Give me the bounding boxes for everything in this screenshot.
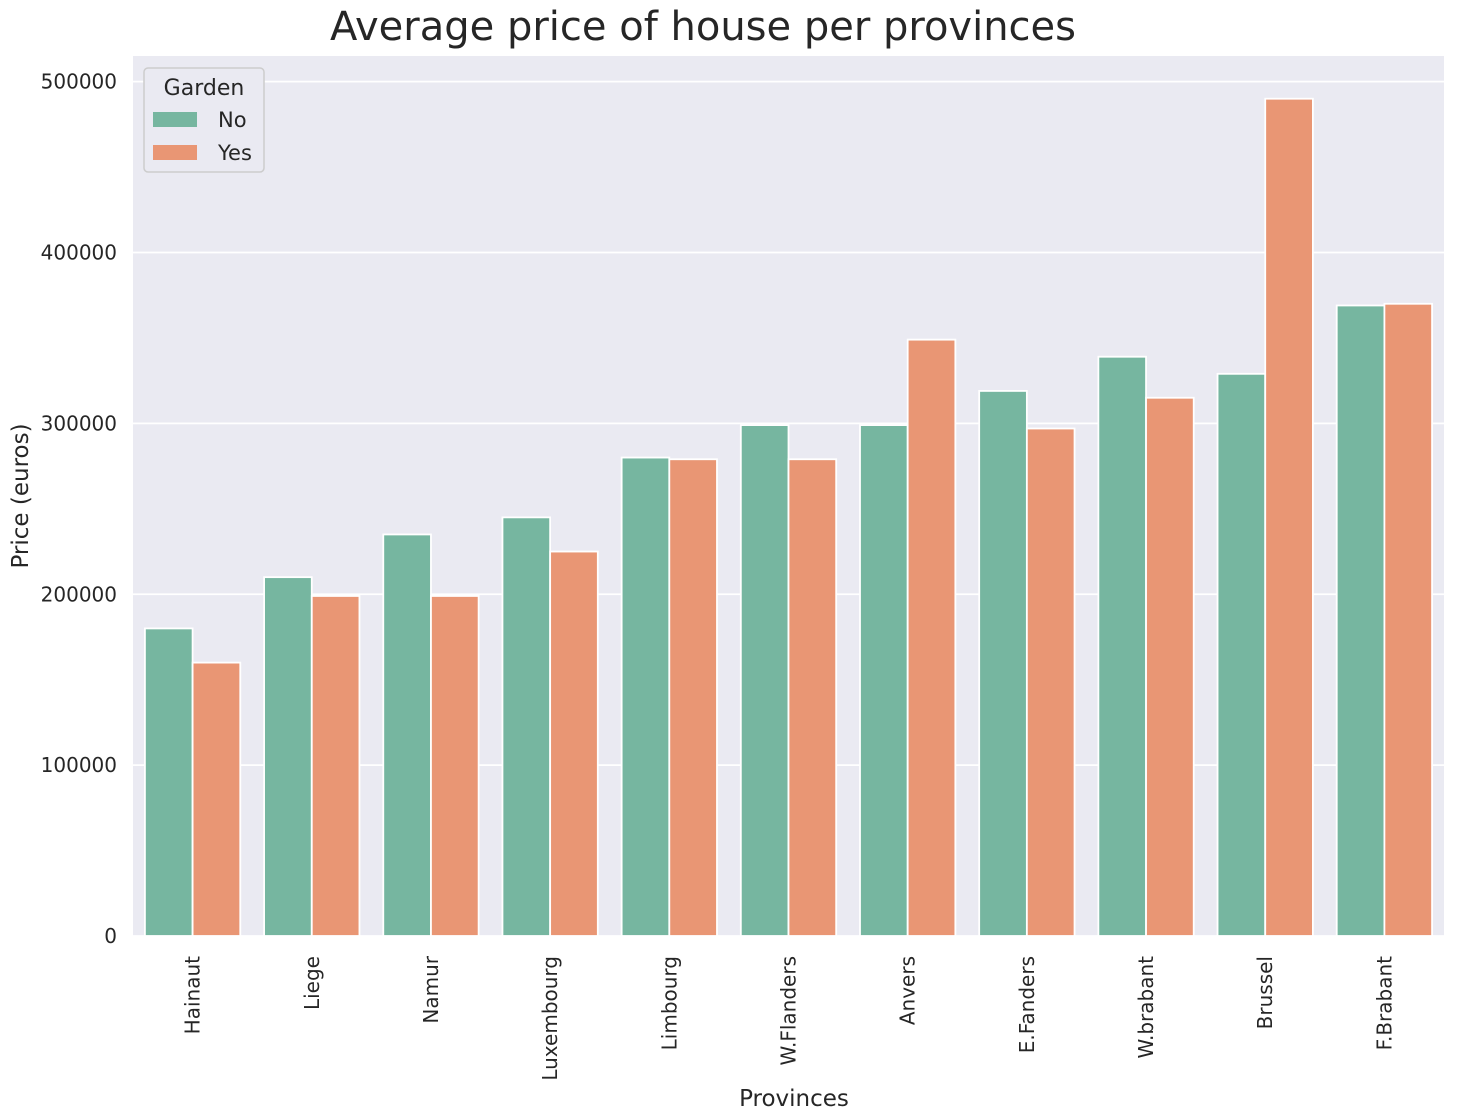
legend-title: Garden [164, 76, 245, 101]
bars [144, 97, 1433, 937]
bar-yes-namur [430, 595, 480, 937]
y-tick-label: 400000 [41, 241, 117, 265]
bar-yes-limbourg [668, 458, 718, 937]
x-axis-label: Provinces [739, 1086, 849, 1112]
y-tick-label: 100000 [41, 753, 117, 777]
y-tick-label: 200000 [41, 582, 117, 606]
bar-no-liege [263, 576, 313, 937]
bar-yes-luxembourg [549, 550, 599, 937]
chart-title: Average price of house per provinces [330, 4, 1076, 50]
x-tick-label: Liege [300, 956, 324, 1010]
bar-yes-hainaut [191, 661, 242, 937]
x-tick-label: Namur [419, 955, 443, 1023]
y-tick-label: 300000 [41, 411, 117, 435]
bar-no-limbourg [620, 456, 671, 937]
x-tick-label: W.Flanders [777, 956, 801, 1065]
bar-yes-f-brabant [1383, 302, 1433, 937]
bar-no-hainaut [144, 627, 194, 937]
x-tick-label: Brussel [1253, 956, 1277, 1029]
bar-no-brussel [1216, 372, 1267, 937]
legend-swatch-yes [153, 145, 197, 160]
y-tick-label: 0 [104, 924, 117, 948]
legend: Garden No Yes [143, 67, 265, 173]
bar-no-namur [382, 533, 432, 937]
x-tick-label: E.Fanders [1015, 956, 1039, 1053]
bar-yes-liege [310, 595, 361, 937]
bar-no-anvers [859, 424, 909, 937]
bar-no-w-flanders [739, 424, 790, 937]
y-axis-label: Price (euros) [8, 423, 34, 568]
bar-yes-e-fanders [1025, 427, 1076, 937]
x-tick-label: W.brabant [1134, 956, 1158, 1059]
bar-no-luxembourg [501, 516, 552, 937]
x-axis-ticks: Hainaut Liege Namur Luxembourg Limbourg W.Fla… [181, 955, 1397, 1080]
x-tick-label: Luxembourg [538, 956, 562, 1081]
bar-yes-w-brabant [1145, 396, 1195, 937]
y-axis-ticks: 0 100000 200000 300000 400000 500000 [41, 70, 117, 948]
x-tick-label: Limbourg [657, 956, 681, 1050]
bar-yes-w-flanders [787, 458, 838, 937]
x-tick-label: F.Brabant [1372, 956, 1396, 1050]
bar-no-e-fanders [978, 390, 1028, 937]
bar-yes-anvers [906, 338, 957, 937]
bar-no-f-brabant [1335, 304, 1386, 937]
bar-no-w-brabant [1097, 355, 1147, 937]
legend-label-no: No [218, 108, 247, 132]
legend-label-yes: Yes [217, 141, 252, 165]
y-tick-label: 500000 [41, 70, 117, 94]
bar-yes-brussel [1264, 97, 1314, 937]
x-tick-label: Anvers [896, 956, 920, 1025]
legend-swatch-no [153, 112, 197, 127]
x-tick-label: Hainaut [181, 956, 205, 1034]
